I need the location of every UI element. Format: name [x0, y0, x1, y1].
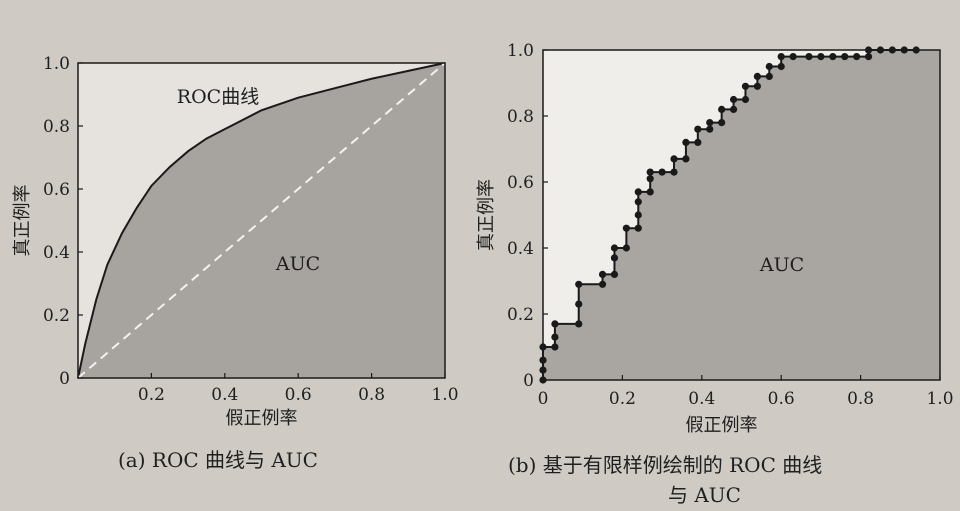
roc-sample-point: [646, 188, 654, 196]
y-tick-label: 1.0: [43, 54, 70, 74]
roc-sample-point: [706, 125, 714, 133]
x-tick-label: 0.8: [358, 385, 385, 405]
roc-sample-point: [729, 105, 738, 113]
y-tick-label: 0.2: [43, 306, 70, 326]
roc-sample-point: [634, 198, 642, 206]
roc-sample-point: [622, 224, 630, 232]
roc-sample-point: [753, 72, 761, 80]
x-tick-label: 1.0: [431, 385, 458, 405]
roc-sample-point: [864, 53, 873, 61]
y-tick-label: 0.6: [43, 180, 70, 200]
roc-sample-point: [694, 138, 702, 146]
roc-sample-point: [610, 270, 619, 278]
plot-frame: [77, 62, 446, 379]
roc-sample-point: [551, 333, 559, 341]
auc-area: [543, 50, 940, 380]
x-tick-label: 0.8: [847, 389, 874, 409]
roc-sample-point: [622, 244, 630, 252]
chart-a: 0 0.2 0.4 0.6 0.8 1.0 0.2 0.4 0.6 0.8 1.0 假正例率 真正例率 R…: [12, 54, 459, 429]
roc-sample-point: [682, 155, 690, 163]
caption-b-line2: 与 AUC: [668, 483, 741, 507]
x-axis-label: 假正例率: [686, 415, 758, 436]
roc-sample-point: [610, 254, 619, 262]
roc-sample-point: [753, 82, 761, 90]
roc-sample-point: [658, 168, 666, 176]
roc-sample-point: [741, 95, 750, 104]
roc-sample-point: [853, 53, 861, 61]
x-tick-label: 0.6: [768, 389, 795, 409]
roc-sample-point: [829, 53, 837, 61]
y-tick-label: 1.0: [507, 41, 534, 61]
auc-annotation: AUC: [759, 254, 804, 276]
roc-sample-point: [777, 62, 785, 71]
y-tick-label: 0.8: [507, 107, 534, 127]
roc-sample-point: [670, 155, 678, 163]
y-tick-label: 0: [59, 369, 70, 389]
roc-sample-point: [741, 82, 750, 90]
x-tick-label: 0.2: [138, 385, 165, 405]
roc-sample-point: [706, 119, 714, 127]
roc-sample-point: [634, 224, 642, 232]
roc-sample-point: [575, 320, 583, 328]
roc-sample-point: [646, 175, 654, 183]
y-tick-label: 0.8: [43, 117, 70, 137]
roc-sample-point: [670, 168, 678, 176]
roc-sample-point: [598, 270, 607, 278]
roc-sample-point: [575, 300, 583, 308]
roc-sample-point: [551, 343, 559, 351]
roc-sample-point: [765, 62, 773, 71]
caption-b-line1: (b) 基于有限样例绘制的 ROC 曲线: [508, 453, 823, 477]
roc-sample-point: [789, 53, 797, 61]
roc-sample-point: [718, 105, 726, 113]
roc-curve: [77, 62, 446, 379]
x-tick-label: 0: [538, 389, 549, 409]
roc-sample-point: [646, 168, 654, 176]
roc-sample-point: [634, 211, 642, 219]
y-tick-label: 0.4: [43, 243, 70, 263]
roc-sample-point: [575, 280, 583, 288]
roc-sample-point: [841, 53, 849, 61]
roc-sample-point: [729, 95, 738, 104]
roc-sample-point: [694, 125, 702, 133]
roc-curve-annotation: ROC曲线: [177, 86, 259, 108]
chart-b: 0 0.2 0.4 0.6 0.8 1.0 0 0.2 0.4 0.6 0.8 1.0 假正例率 真正例率…: [476, 41, 954, 436]
roc-sample-point: [718, 119, 726, 127]
roc-sample-point: [817, 53, 825, 61]
caption-a: (a) ROC 曲线与 AUC: [118, 448, 318, 472]
y-tick-label: 0.6: [507, 173, 534, 193]
y-tick-label: 0: [523, 371, 534, 391]
y-axis-label: 真正例率: [12, 185, 33, 257]
x-axis-label: 假正例率: [226, 408, 298, 429]
plot-frame: [542, 49, 941, 381]
roc-sample-point: [682, 138, 690, 146]
x-tick-label: 0.4: [211, 385, 238, 405]
roc-sample-point: [634, 188, 642, 196]
roc-sample-point: [777, 53, 785, 61]
roc-sample-point: [805, 53, 813, 61]
x-tick-label: 0.4: [688, 389, 715, 409]
roc-sample-point: [765, 72, 773, 80]
auc-annotation: AUC: [275, 253, 320, 275]
roc-sample-point: [610, 244, 619, 252]
diagonal-dashed-line: [77, 62, 446, 379]
y-tick-label: 0.4: [507, 239, 534, 259]
roc-sample-point: [598, 280, 607, 288]
roc-sample-point: [551, 320, 559, 328]
y-axis-label: 真正例率: [476, 179, 497, 251]
x-tick-label: 0.2: [609, 389, 636, 409]
y-tick-label: 0.2: [507, 305, 534, 325]
x-tick-label: 0.6: [285, 385, 312, 405]
x-tick-label: 1.0: [926, 389, 953, 409]
